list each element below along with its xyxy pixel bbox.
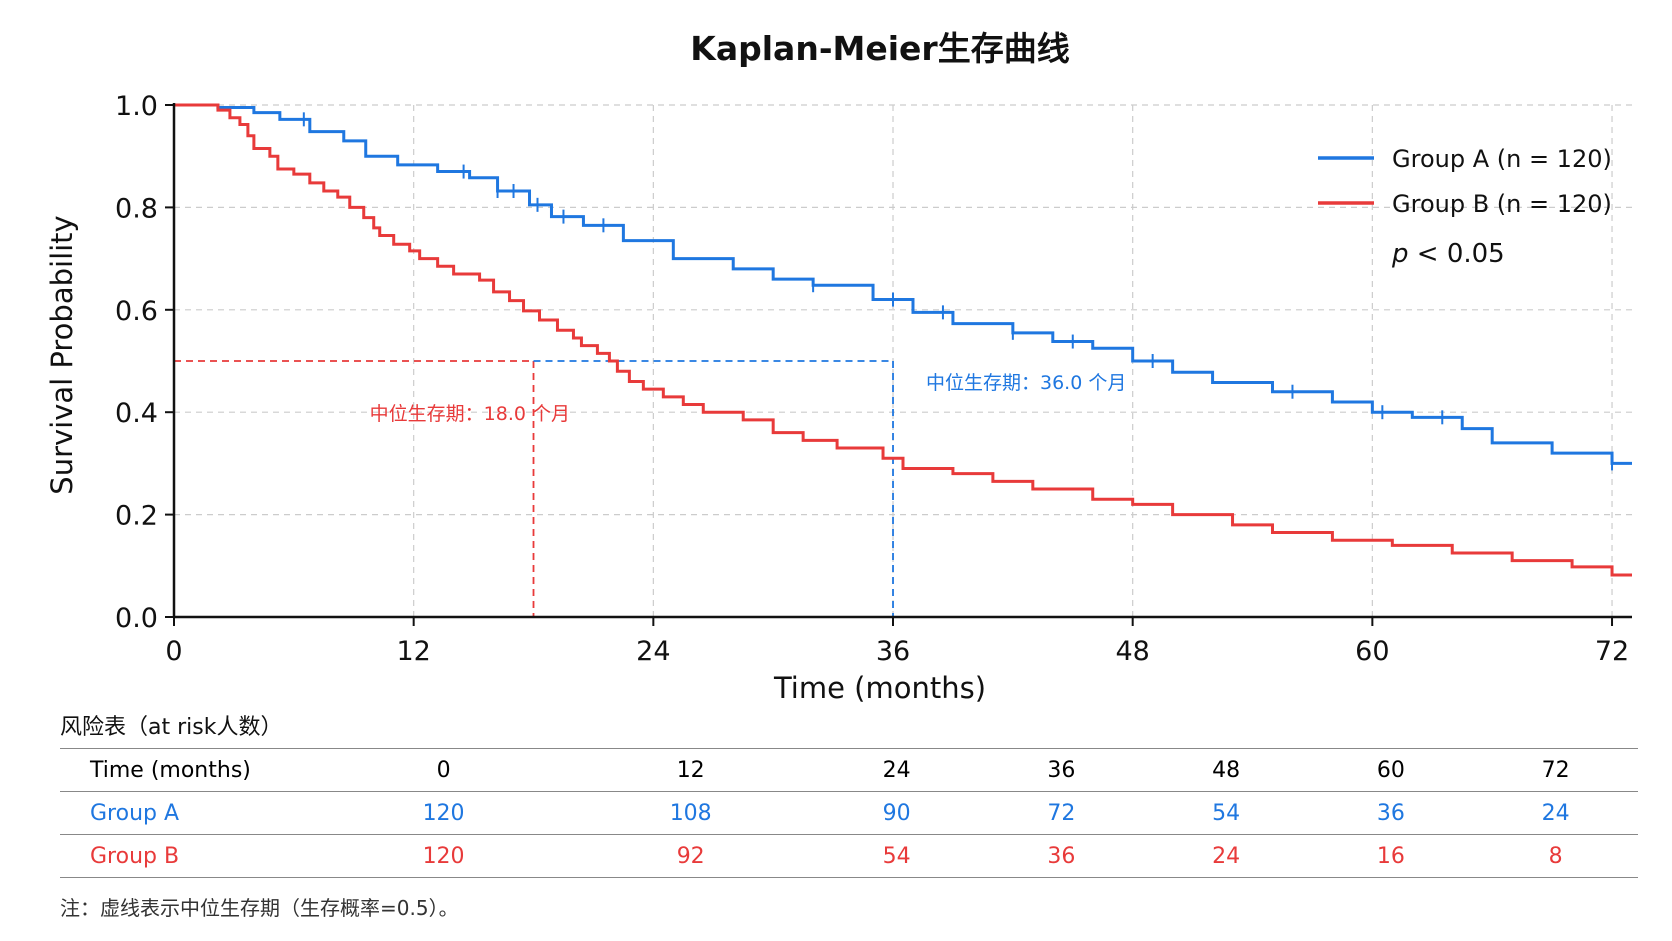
x-tick-label: 48 (1116, 636, 1150, 667)
risk-cell: 108 (669, 800, 712, 826)
risk-cell: 92 (676, 843, 705, 869)
risk-cell: 24 (1212, 843, 1241, 869)
p-value-rest: < 0.05 (1409, 239, 1505, 269)
chart-title: Kaplan-Meier生存曲线 (690, 29, 1069, 68)
y-tick-label: 0.6 (115, 296, 158, 327)
p-value-text: p < 0.05 (1391, 239, 1505, 269)
x-tick-label: 72 (1595, 636, 1629, 667)
risk-table-title: 风险表（at risk人数） (60, 715, 283, 740)
risk-cell: 16 (1376, 843, 1405, 869)
km-chart: Kaplan-Meier生存曲线 0 12 24 36 48 60 72 0.0 0.2 0.4… (45, 29, 1632, 705)
survival-curves (174, 103, 1632, 577)
risk-cell: 8 (1548, 843, 1563, 869)
risk-row-group-a: Group A 120 108 90 72 54 36 24 (60, 792, 1638, 835)
y-tick-label: 0.8 (115, 193, 158, 224)
risk-table-header-label: Time (months) (90, 757, 251, 783)
risk-cell: 120 (422, 800, 465, 826)
median-label-group-b: 中位生存期：18.0 个月 (370, 403, 570, 425)
y-tick-label: 1.0 (115, 91, 158, 122)
risk-time-24: 24 (882, 757, 911, 783)
median-label-group-a: 中位生存期：36.0 个月 (926, 372, 1126, 394)
risk-row-label: Group A (90, 800, 180, 826)
risk-table-grid: Time (months) 0 12 24 36 48 60 72 Group … (60, 748, 1638, 878)
y-axis-label: Survival Probability (45, 215, 79, 494)
risk-table: 风险表（at risk人数） Time (months) 0 12 24 36 … (60, 708, 1638, 921)
median-lines (174, 360, 894, 617)
risk-time-0: 0 (436, 757, 451, 783)
x-tick-labels: 0 12 24 36 48 60 72 (165, 636, 1629, 667)
y-tick-label: 0.0 (115, 603, 158, 634)
y-tick-labels: 0.0 0.2 0.4 0.6 0.8 1.0 (115, 91, 158, 634)
y-tick-label: 0.4 (115, 398, 158, 429)
risk-cell: 54 (1212, 800, 1241, 826)
y-tick-label: 0.2 (115, 501, 158, 532)
x-tick-label: 36 (876, 636, 910, 667)
risk-cell: 36 (1376, 800, 1405, 826)
risk-cell: 90 (882, 800, 911, 826)
x-tick-label: 60 (1355, 636, 1389, 667)
footnote: 注：虚线表示中位生存期（生存概率=0.5）。 (60, 896, 459, 920)
risk-time-72: 72 (1541, 757, 1570, 783)
risk-cell: 72 (1047, 800, 1076, 826)
risk-row-label: Group B (90, 843, 180, 869)
risk-time-60: 60 (1376, 757, 1405, 783)
x-tick-label: 24 (636, 636, 670, 667)
risk-cell: 54 (882, 843, 911, 869)
x-axis-label: Time (months) (773, 671, 986, 705)
risk-table-header-row: Time (months) 0 12 24 36 48 60 72 (60, 748, 1638, 792)
p-value-italic: p (1391, 239, 1409, 269)
risk-time-48: 48 (1212, 757, 1241, 783)
legend-label-group-a: Group A (n = 120) (1392, 145, 1612, 173)
legend-label-group-b: Group B (n = 120) (1392, 190, 1612, 218)
risk-row-group-b: Group B 120 92 54 36 24 16 8 (60, 835, 1638, 878)
x-tick-label: 0 (165, 636, 182, 667)
risk-cell: 36 (1047, 843, 1076, 869)
axes (165, 103, 1632, 626)
curve-group-b (174, 103, 1632, 577)
legend: Group A (n = 120) Group B (n = 120) p < … (1318, 145, 1612, 269)
risk-cell: 120 (422, 843, 465, 869)
risk-time-36: 36 (1047, 757, 1076, 783)
x-tick-label: 12 (396, 636, 430, 667)
risk-cell: 24 (1541, 800, 1570, 826)
risk-time-12: 12 (676, 757, 705, 783)
